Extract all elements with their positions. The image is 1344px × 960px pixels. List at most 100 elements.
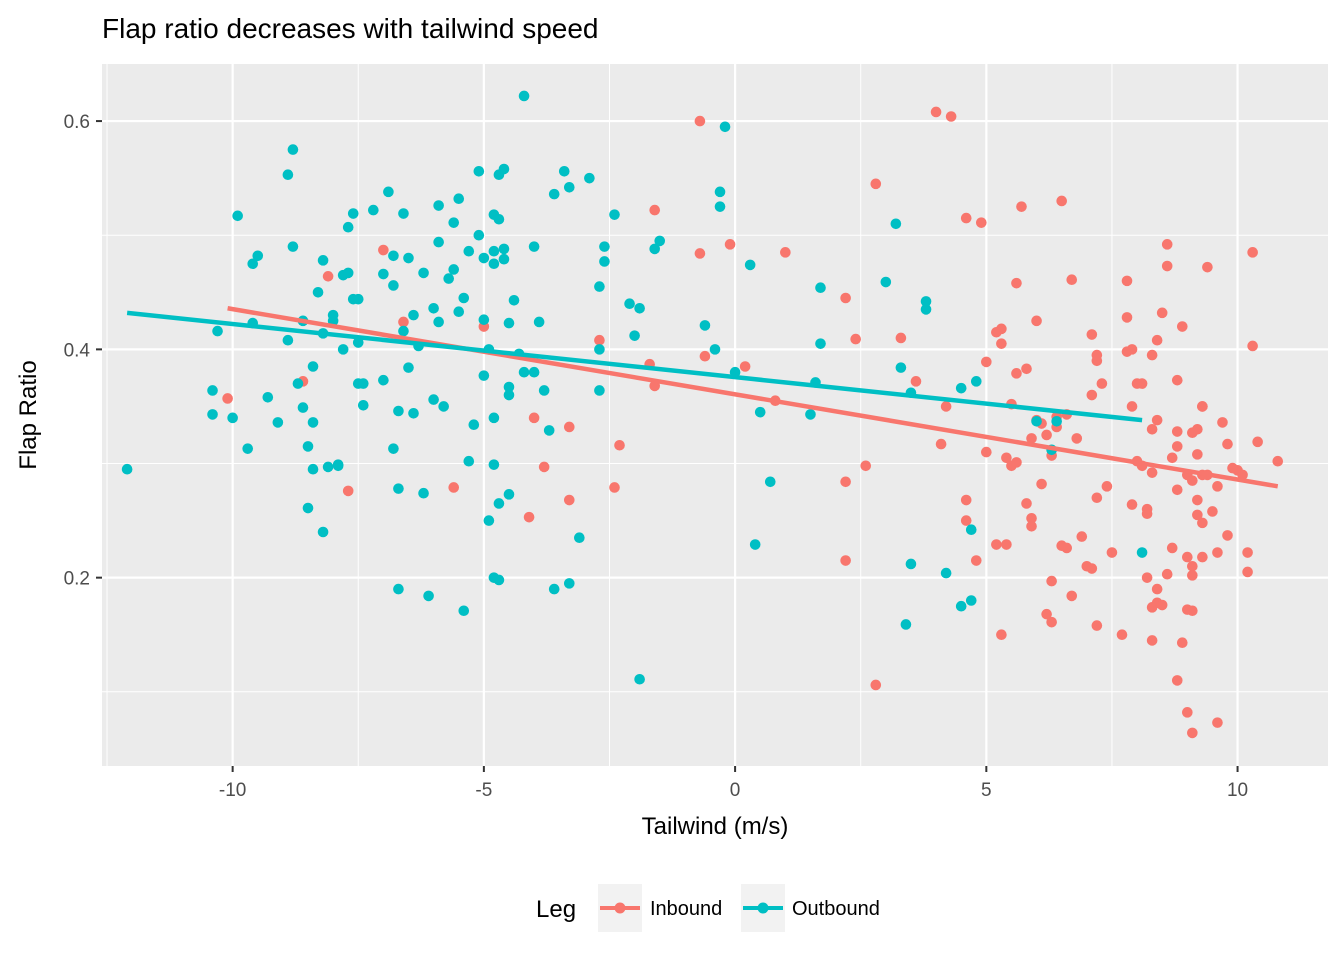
point-outbound [252, 250, 264, 262]
point-inbound [1086, 389, 1098, 401]
point-inbound [563, 494, 575, 506]
point-inbound [1091, 355, 1103, 367]
point-outbound [212, 325, 223, 337]
point-inbound [976, 217, 987, 228]
point-inbound [1171, 675, 1183, 686]
point-inbound [1036, 478, 1047, 490]
point-outbound [503, 381, 515, 393]
point-inbound [614, 439, 625, 451]
trend-lines [126, 306, 1279, 489]
point-inbound [991, 539, 1002, 550]
point-inbound [970, 555, 982, 566]
point-outbound [247, 258, 259, 270]
point-inbound [1237, 469, 1248, 481]
point-outbound [503, 489, 515, 500]
point-inbound [1222, 438, 1233, 450]
legend-title: Leg [536, 896, 576, 923]
point-inbound [1212, 547, 1223, 558]
point-outbound [624, 298, 635, 310]
point-outbound [393, 583, 404, 595]
point-outbound [699, 320, 711, 331]
point-outbound [473, 165, 485, 177]
point-inbound [935, 438, 947, 450]
point-inbound [1056, 195, 1067, 207]
point-inbound [1222, 530, 1233, 541]
point-outbound [1031, 415, 1042, 427]
point-inbound [940, 401, 952, 412]
point-inbound [322, 271, 334, 282]
point-outbound [448, 264, 460, 275]
point-outbound [558, 165, 570, 177]
point-inbound [523, 511, 535, 523]
point-outbound [383, 186, 394, 198]
point-outbound [282, 169, 294, 181]
point-outbound [478, 252, 490, 264]
point-outbound [428, 394, 439, 405]
point-outbound [347, 208, 359, 219]
point-inbound [1066, 590, 1078, 602]
point-inbound [1121, 275, 1133, 287]
point-outbound [563, 578, 575, 589]
point-outbound [764, 476, 776, 488]
point-inbound [1101, 481, 1113, 492]
point-outbound [408, 407, 419, 419]
point-inbound [850, 333, 861, 345]
point-outbound [463, 245, 475, 257]
point-outbound [629, 330, 640, 341]
point-inbound [1026, 513, 1037, 524]
point-outbound [548, 583, 560, 595]
point-inbound [1021, 498, 1032, 509]
point-outbound [242, 443, 254, 454]
point-inbound [1061, 542, 1073, 554]
point-outbound [332, 460, 344, 472]
point-outbound [232, 210, 243, 222]
point-outbound [543, 425, 555, 436]
point-outbound [574, 532, 585, 544]
point-outbound [453, 306, 465, 317]
point-inbound [1126, 401, 1138, 412]
point-inbound [1031, 315, 1042, 327]
point-inbound [1126, 344, 1138, 355]
point-inbound [996, 338, 1007, 349]
point-inbound [724, 239, 736, 250]
point-outbound [302, 502, 314, 514]
legend-point-outbound [757, 902, 769, 914]
point-inbound [1171, 426, 1183, 437]
point-inbound [960, 212, 972, 224]
point-outbound [418, 267, 429, 279]
point-inbound [1026, 520, 1037, 532]
point-outbound [368, 204, 379, 216]
point-inbound [981, 356, 992, 368]
point-inbound [1041, 429, 1052, 441]
point-inbound [930, 106, 942, 118]
point-inbound [1202, 261, 1213, 273]
point-inbound [1212, 481, 1223, 492]
point-inbound [398, 316, 409, 328]
point-inbound [1247, 340, 1258, 352]
point-outbound [498, 243, 510, 255]
point-inbound [1176, 637, 1188, 649]
point-outbound [352, 293, 364, 305]
point-outbound [634, 673, 645, 685]
point-outbound [352, 337, 364, 348]
point-outbound [307, 463, 319, 475]
point-outbound [955, 600, 967, 612]
point-inbound [1026, 433, 1037, 444]
point-inbound [1106, 547, 1118, 558]
point-outbound [920, 304, 932, 315]
point-outbound [895, 362, 907, 373]
point-inbound [739, 361, 751, 372]
point-outbound [418, 487, 429, 499]
point-outbound [207, 409, 218, 420]
point-outbound [533, 316, 545, 328]
point-inbound [1217, 417, 1228, 428]
point-outbound [518, 90, 530, 102]
point-inbound [1166, 452, 1178, 464]
trend-line-outbound [126, 310, 1143, 423]
point-outbound [503, 317, 515, 329]
point-inbound [1156, 307, 1168, 319]
point-inbound [1207, 506, 1218, 517]
trend-line-inbound [227, 306, 1279, 489]
point-inbound [1192, 449, 1203, 460]
